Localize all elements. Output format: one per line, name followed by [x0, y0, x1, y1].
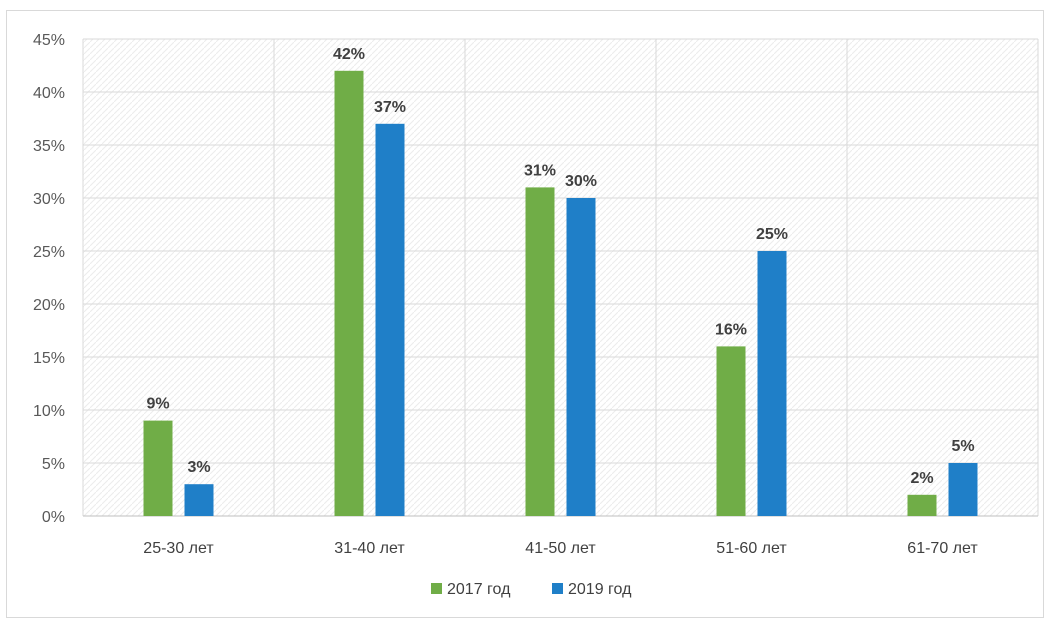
bar [375, 123, 405, 517]
bar [948, 463, 978, 516]
bar [566, 198, 596, 516]
x-tick-label: 51-60 лет [716, 540, 787, 557]
y-tick-label: 20% [33, 297, 65, 314]
x-tick-label: 25-30 лет [143, 540, 214, 557]
bar [143, 420, 173, 516]
data-label: 2% [910, 470, 933, 487]
y-tick-label: 45% [33, 32, 65, 49]
plot-area [83, 39, 1038, 516]
data-label: 31% [524, 162, 556, 179]
y-tick-label: 0% [42, 509, 65, 526]
y-tick-label: 30% [33, 191, 65, 208]
bar [716, 346, 746, 516]
y-tick-label: 25% [33, 244, 65, 261]
data-label: 16% [715, 321, 747, 338]
legend-label: 2017 год [447, 581, 511, 598]
data-label: 37% [374, 99, 406, 116]
bar [184, 484, 214, 516]
data-label: 3% [187, 459, 210, 476]
bar [334, 70, 364, 517]
legend-swatch [431, 583, 442, 594]
data-label: 5% [951, 438, 974, 455]
x-tick-label: 61-70 лет [907, 540, 978, 557]
x-tick-label: 41-50 лет [525, 540, 596, 557]
legend: 2017 год 2019 год [431, 581, 632, 598]
data-label: 42% [333, 46, 365, 63]
legend-label: 2019 год [568, 581, 632, 598]
y-tick-label: 5% [42, 456, 65, 473]
bar [525, 187, 555, 516]
data-label: 25% [756, 226, 788, 243]
y-tick-label: 10% [33, 403, 65, 420]
y-tick-label: 15% [33, 350, 65, 367]
data-label: 9% [146, 396, 169, 413]
legend-swatch [552, 583, 563, 594]
bar [757, 251, 787, 516]
bar [907, 494, 937, 516]
data-label: 30% [565, 173, 597, 190]
y-tick-label: 35% [33, 138, 65, 155]
x-tick-label: 31-40 лет [334, 540, 405, 557]
y-tick-label: 40% [33, 85, 65, 102]
